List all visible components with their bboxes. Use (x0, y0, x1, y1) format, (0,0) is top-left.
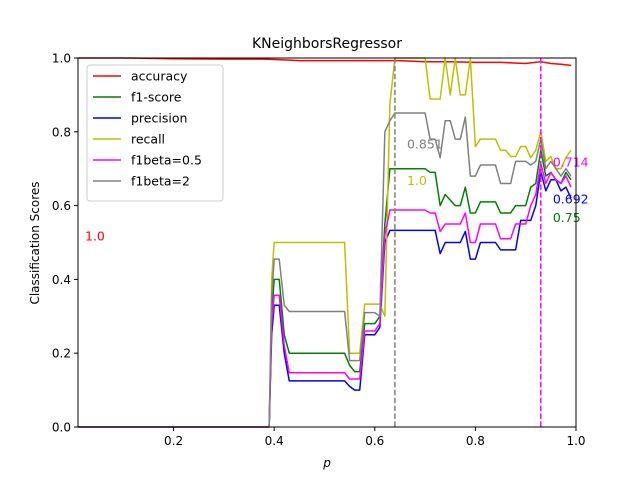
y-tick-label-2: 0.4 (52, 273, 71, 287)
annotation-layer: 1.0 0.851 1.0 0.714 0.692 0.75 (85, 136, 589, 243)
y-tick-label-4: 0.8 (52, 125, 71, 139)
annotation-label-4: 0.692 (553, 192, 589, 207)
legend-label-4: f1beta=0.5 (131, 153, 202, 168)
annotation-label-0: 1.0 (85, 229, 105, 244)
series-line-5 (78, 112, 572, 428)
x-tick-label-3: 0.8 (466, 434, 485, 448)
y-axis-label: Classification Scores (28, 181, 42, 304)
legend-label-2: precision (131, 111, 187, 126)
legend-label-1: f1-score (131, 90, 182, 105)
y-tick-label-3: 0.6 (52, 199, 71, 213)
legend-label-3: recall (131, 132, 165, 147)
y-tick-label-5: 1.0 (52, 52, 71, 66)
annotation-label-2: 1.0 (407, 173, 427, 188)
vline-layer (394, 58, 542, 427)
series-layer (78, 57, 572, 428)
legend: accuracy f1-score precision recall f1beta=0.… (86, 64, 224, 202)
legend-label-5: f1beta=2 (131, 174, 190, 189)
x-tick-label-0: 0.2 (164, 434, 183, 448)
y-tick-label-0: 0.0 (52, 421, 71, 435)
tick-layer: 0.2 0.4 0.6 0.8 1.0 0.0 0.2 0.4 0.6 0.8 1.0 (52, 52, 586, 449)
series-line-3 (78, 57, 572, 428)
plot-frame (77, 57, 577, 428)
x-tick-label-1: 0.4 (265, 434, 284, 448)
axes (77, 57, 577, 428)
legend-box (86, 64, 224, 202)
annotation-label-5: 0.75 (553, 210, 581, 225)
x-tick-label-4: 1.0 (566, 434, 585, 448)
series-line-1 (78, 149, 572, 428)
x-tick-label-2: 0.6 (365, 434, 384, 448)
plot-area: 1.0 0.851 1.0 0.714 0.692 0.75 (78, 57, 589, 428)
series-line-2 (78, 170, 572, 428)
annotation-label-3: 0.714 (553, 155, 589, 170)
series-line-4 (78, 162, 572, 428)
chart-title: KNeighborsRegressor (252, 36, 402, 52)
y-tick-label-1: 0.2 (52, 347, 71, 361)
x-axis-label: p (322, 456, 331, 470)
legend-label-0: accuracy (131, 69, 188, 84)
annotation-label-1: 0.851 (407, 136, 443, 151)
series-line-0 (78, 57, 572, 67)
